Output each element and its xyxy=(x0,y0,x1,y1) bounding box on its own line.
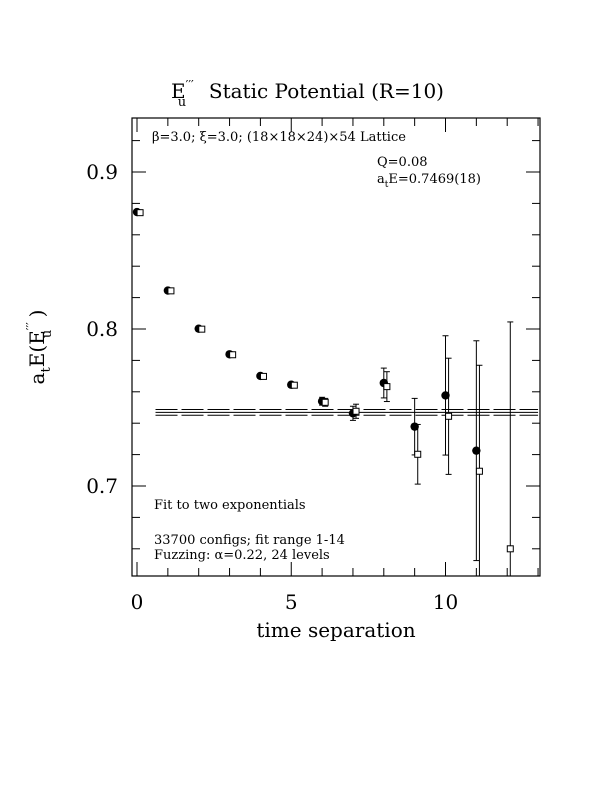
energy-annotation: atE=0.7469(18) xyxy=(377,172,481,190)
data-point-open xyxy=(290,381,298,389)
data-points xyxy=(132,207,514,576)
ylabel-sup: ′′′ xyxy=(24,322,38,330)
energy-prefix: a xyxy=(377,172,385,187)
title-e-base: E xyxy=(171,79,186,103)
data-point-open xyxy=(198,325,206,333)
tick-labels: 0 5 10 0.7 0.8 0.9 xyxy=(86,160,458,614)
ylabel-prefix: a xyxy=(25,372,49,384)
y-tick-label: 0.9 xyxy=(86,160,118,184)
ylabel-sub: u xyxy=(40,330,55,338)
x-tick-label: 10 xyxy=(433,590,458,614)
title-rest: Static Potential (R=10) xyxy=(196,79,444,103)
data-point-open xyxy=(506,545,514,553)
data-point-open xyxy=(167,287,175,295)
lattice-annotation: β=3.0; ξ=3.0; (18×18×24)×54 Lattice xyxy=(152,130,406,145)
x-tick-label: 0 xyxy=(131,590,144,614)
data-point-open xyxy=(475,467,483,475)
x-axis-label: time separation xyxy=(256,618,415,642)
ylabel-suffix: ) xyxy=(25,310,49,324)
y-axis-label: atE(E′′′u ) xyxy=(24,310,55,385)
fit-note-annotation: Fit to two exponentials xyxy=(154,498,306,513)
y-tick-label: 0.8 xyxy=(86,317,118,341)
data-point-open xyxy=(383,383,391,391)
ylabel-mid: E(E xyxy=(25,330,49,367)
data-point-filled xyxy=(441,391,450,400)
plot-frame xyxy=(131,117,541,577)
ylabel-prefix-sub: t xyxy=(39,367,54,373)
energy-sub: t xyxy=(385,180,389,190)
axis-ticks xyxy=(132,118,540,576)
data-point-open xyxy=(136,209,144,217)
data-point-open xyxy=(414,450,422,458)
fit-band xyxy=(155,409,539,416)
q-annotation: Q=0.08 xyxy=(377,155,428,170)
energy-value: E=0.7469(18) xyxy=(388,172,481,187)
data-point-filled xyxy=(472,446,481,455)
data-point-open xyxy=(321,398,329,406)
data-point-open xyxy=(352,407,360,415)
x-tick-label: 5 xyxy=(285,590,298,614)
configs-annotation: 33700 configs; fit range 1-14 xyxy=(154,533,345,548)
data-point-open xyxy=(259,372,267,380)
chart-title: E′′′ u Static Potential (R=10) xyxy=(171,78,444,110)
fuzzing-annotation: Fuzzing: α=0.22, 24 levels xyxy=(154,548,330,563)
title-e-sup: ′′′ xyxy=(186,78,194,92)
y-tick-label: 0.7 xyxy=(86,474,118,498)
data-point-open xyxy=(229,351,237,359)
data-point-open xyxy=(445,412,453,420)
title-e-sub: u xyxy=(178,95,186,110)
